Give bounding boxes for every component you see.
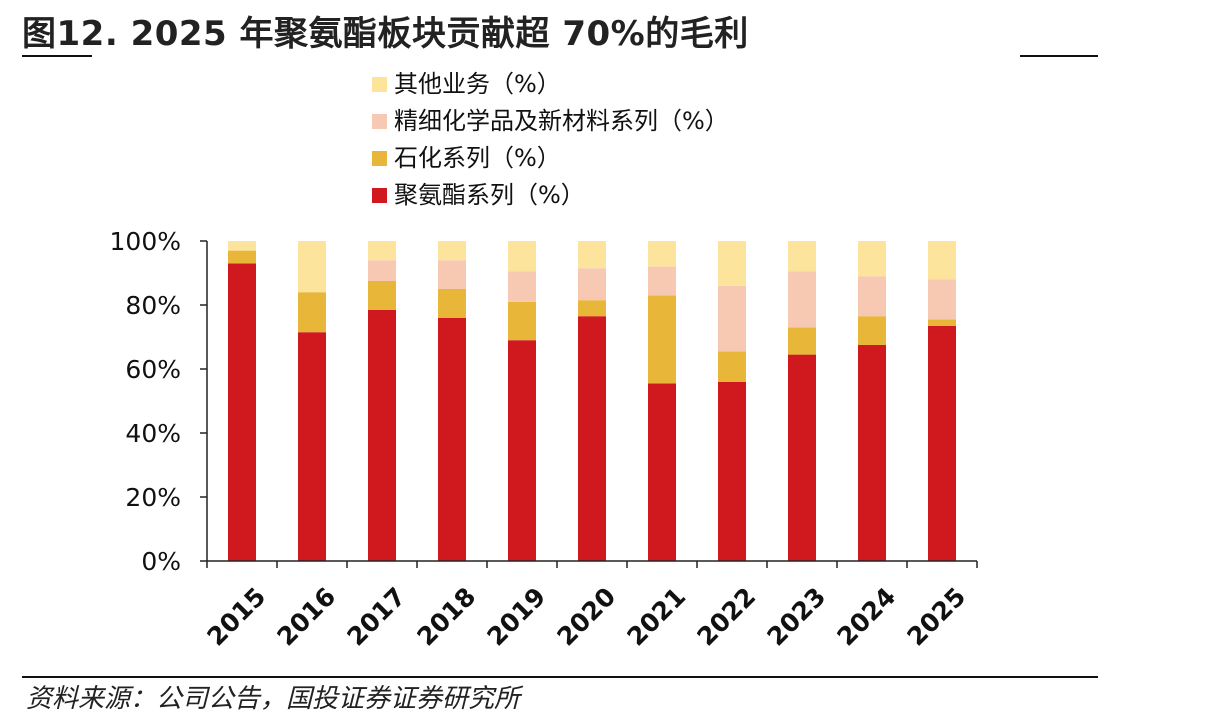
bar-segment-2017-s3 bbox=[368, 241, 396, 261]
bar-segment-2022-s1 bbox=[718, 351, 746, 382]
source-note: 资料来源：公司公告，国投证券证券研究所 bbox=[26, 684, 521, 714]
y-tick-label: 60% bbox=[125, 355, 181, 384]
x-tick-label: 2025 bbox=[902, 582, 972, 652]
x-tick-label: 2020 bbox=[552, 582, 622, 652]
bar-segment-2023-s3 bbox=[788, 241, 816, 272]
footer-rule bbox=[22, 676, 1098, 678]
bar-segment-2015-s0 bbox=[228, 263, 256, 561]
title-rule-left bbox=[22, 55, 92, 57]
bar-segment-2019-s3 bbox=[508, 241, 536, 272]
x-tick-label: 2016 bbox=[272, 582, 342, 652]
bar-segment-2017-s0 bbox=[368, 309, 396, 561]
bar-segment-2020-s1 bbox=[578, 300, 606, 317]
bar-segment-2016-s3 bbox=[298, 241, 326, 293]
legend-label: 聚氨酯系列（%） bbox=[394, 181, 585, 209]
bar-segment-2015-s1 bbox=[228, 250, 256, 264]
bar-segment-2016-s1 bbox=[298, 292, 326, 333]
bars bbox=[228, 241, 956, 561]
bar-segment-2024-s0 bbox=[858, 345, 886, 561]
x-tick-label: 2019 bbox=[482, 582, 552, 652]
bar-segment-2023-s1 bbox=[788, 327, 816, 355]
bar-segment-2022-s2 bbox=[718, 285, 746, 352]
x-axis: 2015 2016 2017 2018 2019 2020 2021 2022 2023 2024… bbox=[202, 560, 978, 652]
x-tick-label: 2015 bbox=[202, 582, 272, 652]
y-tick-label: 0% bbox=[141, 547, 181, 576]
y-tick-label: 80% bbox=[125, 291, 181, 320]
bar-segment-2020-s2 bbox=[578, 268, 606, 301]
bar-segment-2017-s1 bbox=[368, 281, 396, 310]
bar-segment-2018-s3 bbox=[438, 241, 466, 261]
bar-segment-2021-s3 bbox=[648, 241, 676, 267]
bar-segment-2025-s0 bbox=[928, 325, 956, 561]
y-tick-label: 40% bbox=[125, 419, 181, 448]
legend-swatch bbox=[372, 77, 387, 92]
bar-segment-2019-s0 bbox=[508, 340, 536, 561]
bar-segment-2018-s2 bbox=[438, 260, 466, 289]
legend-label: 其他业务（%） bbox=[394, 70, 561, 98]
page-title: 图12. 2025 年聚氨酯板块贡献超 70%的毛利 bbox=[22, 14, 749, 54]
bar-segment-2025-s1 bbox=[928, 319, 956, 326]
bar-segment-2018-s1 bbox=[438, 289, 466, 318]
bar-segment-2024-s1 bbox=[858, 316, 886, 345]
bar-segment-2024-s2 bbox=[858, 276, 886, 317]
y-axis: 0% 20% 40% 60% 80% 100% bbox=[110, 227, 208, 576]
x-tick-label: 2024 bbox=[832, 582, 902, 652]
bar-segment-2021-s0 bbox=[648, 383, 676, 561]
title-rule-right bbox=[1020, 55, 1098, 57]
bar-segment-2018-s0 bbox=[438, 317, 466, 561]
legend-swatch bbox=[372, 151, 387, 166]
legend-label: 石化系列（%） bbox=[394, 144, 561, 172]
bar-segment-2020-s0 bbox=[578, 316, 606, 561]
x-tick-label: 2022 bbox=[692, 582, 762, 652]
bar-segment-2021-s2 bbox=[648, 266, 676, 296]
bar-segment-2019-s2 bbox=[508, 271, 536, 302]
x-tick-label: 2023 bbox=[762, 582, 832, 652]
bar-segment-2022-s3 bbox=[718, 241, 746, 286]
bar-segment-2015-s3 bbox=[228, 241, 256, 251]
legend-swatch bbox=[372, 188, 387, 203]
x-tick-label: 2018 bbox=[412, 582, 482, 652]
x-tick-label: 2021 bbox=[622, 582, 692, 652]
y-tick-label: 100% bbox=[110, 227, 181, 256]
bar-segment-2019-s1 bbox=[508, 301, 536, 341]
bar-segment-2017-s2 bbox=[368, 260, 396, 281]
bar-segment-2023-s2 bbox=[788, 271, 816, 328]
bar-segment-2020-s3 bbox=[578, 241, 606, 269]
bar-segment-2025-s2 bbox=[928, 279, 956, 320]
bar-segment-2022-s0 bbox=[718, 381, 746, 561]
x-tick-label: 2017 bbox=[342, 582, 412, 652]
legend-label: 精细化学品及新材料系列（%） bbox=[394, 107, 729, 135]
bar-segment-2021-s1 bbox=[648, 295, 676, 384]
bar-segment-2024-s3 bbox=[858, 241, 886, 277]
chart-legend: 其他业务（%） 精细化学品及新材料系列（%） 石化系列（%） 聚氨酯系列（%） bbox=[372, 70, 729, 209]
bar-segment-2016-s0 bbox=[298, 332, 326, 561]
bar-segment-2023-s0 bbox=[788, 354, 816, 561]
legend-swatch bbox=[372, 114, 387, 129]
bar-segment-2025-s3 bbox=[928, 241, 956, 280]
y-tick-label: 20% bbox=[125, 483, 181, 512]
